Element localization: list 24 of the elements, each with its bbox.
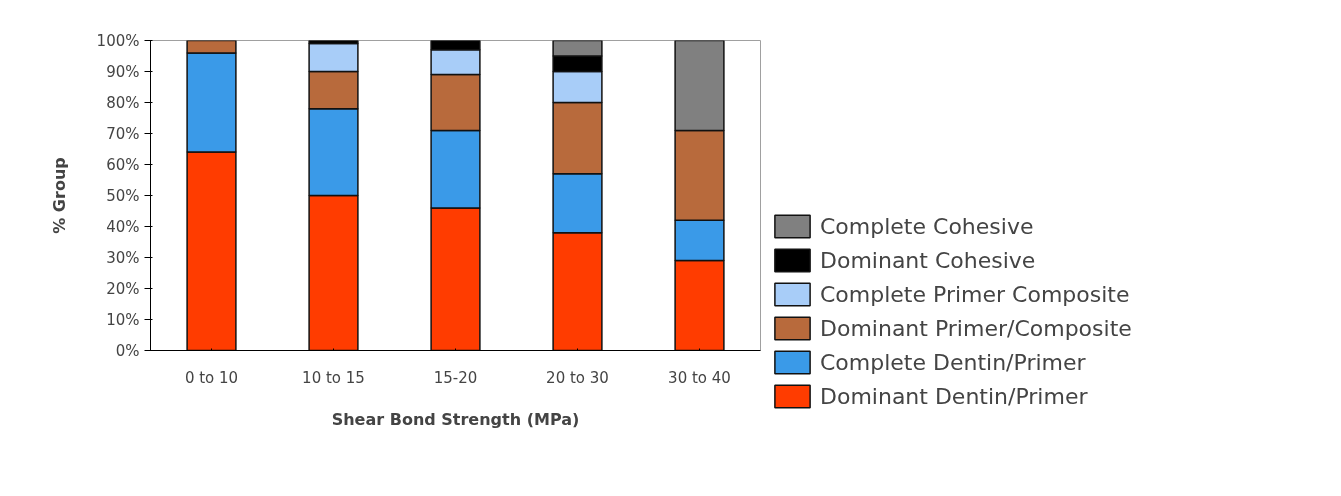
legend-label: Dominant Dentin/Primer (820, 383, 1088, 409)
y-tick-label: 90% (106, 62, 140, 81)
x-tick-label: 0 to 10 (184, 368, 239, 387)
y-tick-label: 30% (106, 248, 140, 267)
y-tick-label: 100% (96, 31, 140, 50)
legend-label: Complete Primer Composite (820, 281, 1130, 307)
y-axis-title: % Group (49, 157, 69, 234)
legend-label: Dominant Cohesive (820, 247, 1036, 273)
y-tick-label: 70% (106, 124, 140, 143)
x-tick-label: 15-20 (433, 368, 478, 387)
legend-label: Dominant Primer/Composite (820, 315, 1132, 341)
y-tick-label: 40% (106, 217, 140, 236)
y-tick-label: 10% (106, 310, 140, 329)
x-tick-label: 20 to 30 (546, 368, 609, 387)
x-axis-title: Shear Bond Strength (MPa) (331, 409, 580, 429)
x-tick-label: 10 to 15 (302, 368, 365, 387)
y-tick-label: 0% (115, 341, 140, 360)
y-tick-label: 60% (106, 155, 140, 174)
x-tick-label: 30 to 40 (668, 368, 731, 387)
y-tick-label: 80% (106, 93, 140, 112)
y-tick-label: 50% (106, 186, 140, 205)
legend-label: Complete Dentin/Primer (820, 349, 1086, 375)
legend-label: Complete Cohesive (820, 213, 1034, 239)
y-tick-label: 20% (106, 279, 140, 298)
